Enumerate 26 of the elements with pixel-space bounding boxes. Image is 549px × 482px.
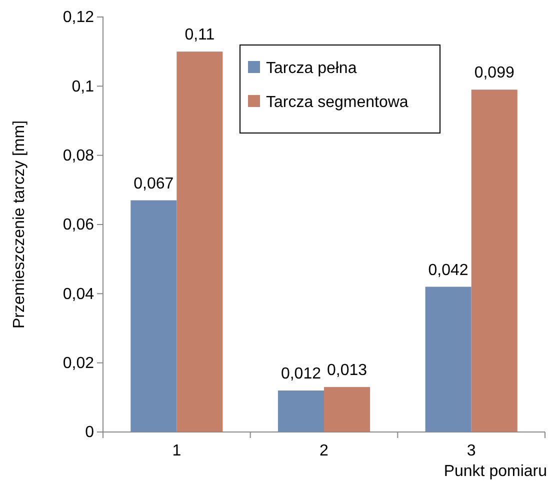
y-tick-label: 0,1 bbox=[72, 78, 94, 96]
x-tick-label: 3 bbox=[466, 442, 476, 460]
legend-label: Tarcza pełna bbox=[266, 60, 357, 77]
y-axis-title: Przemieszczenie tarczy [mm] bbox=[11, 120, 28, 329]
bar bbox=[176, 52, 223, 432]
data-label: 0,012 bbox=[280, 366, 322, 382]
x-tick-label: 1 bbox=[172, 442, 182, 460]
data-label: 0,099 bbox=[474, 64, 514, 82]
bar bbox=[425, 286, 472, 432]
data-label: 0,013 bbox=[326, 362, 368, 380]
data-label: 0,067 bbox=[134, 175, 174, 192]
x-tick-label: 2 bbox=[320, 442, 329, 460]
bar bbox=[471, 90, 518, 432]
y-tick-label: 0 bbox=[85, 424, 94, 442]
x-axis-title: Punkt pomiaru bbox=[444, 463, 547, 480]
legend-label: Tarcza segmentowa bbox=[266, 94, 408, 111]
bar bbox=[130, 200, 177, 432]
bar bbox=[324, 387, 370, 432]
y-tick-label: 0,12 bbox=[62, 9, 94, 26]
data-label: 0,11 bbox=[184, 26, 215, 44]
y-tick-label: 0,08 bbox=[62, 147, 94, 164]
y-tick-label: 0,06 bbox=[62, 216, 94, 234]
y-tick-label: 0,02 bbox=[62, 354, 94, 372]
bar bbox=[278, 390, 324, 432]
data-label: 0,042 bbox=[428, 262, 468, 279]
y-tick-label: 0,04 bbox=[62, 286, 94, 303]
